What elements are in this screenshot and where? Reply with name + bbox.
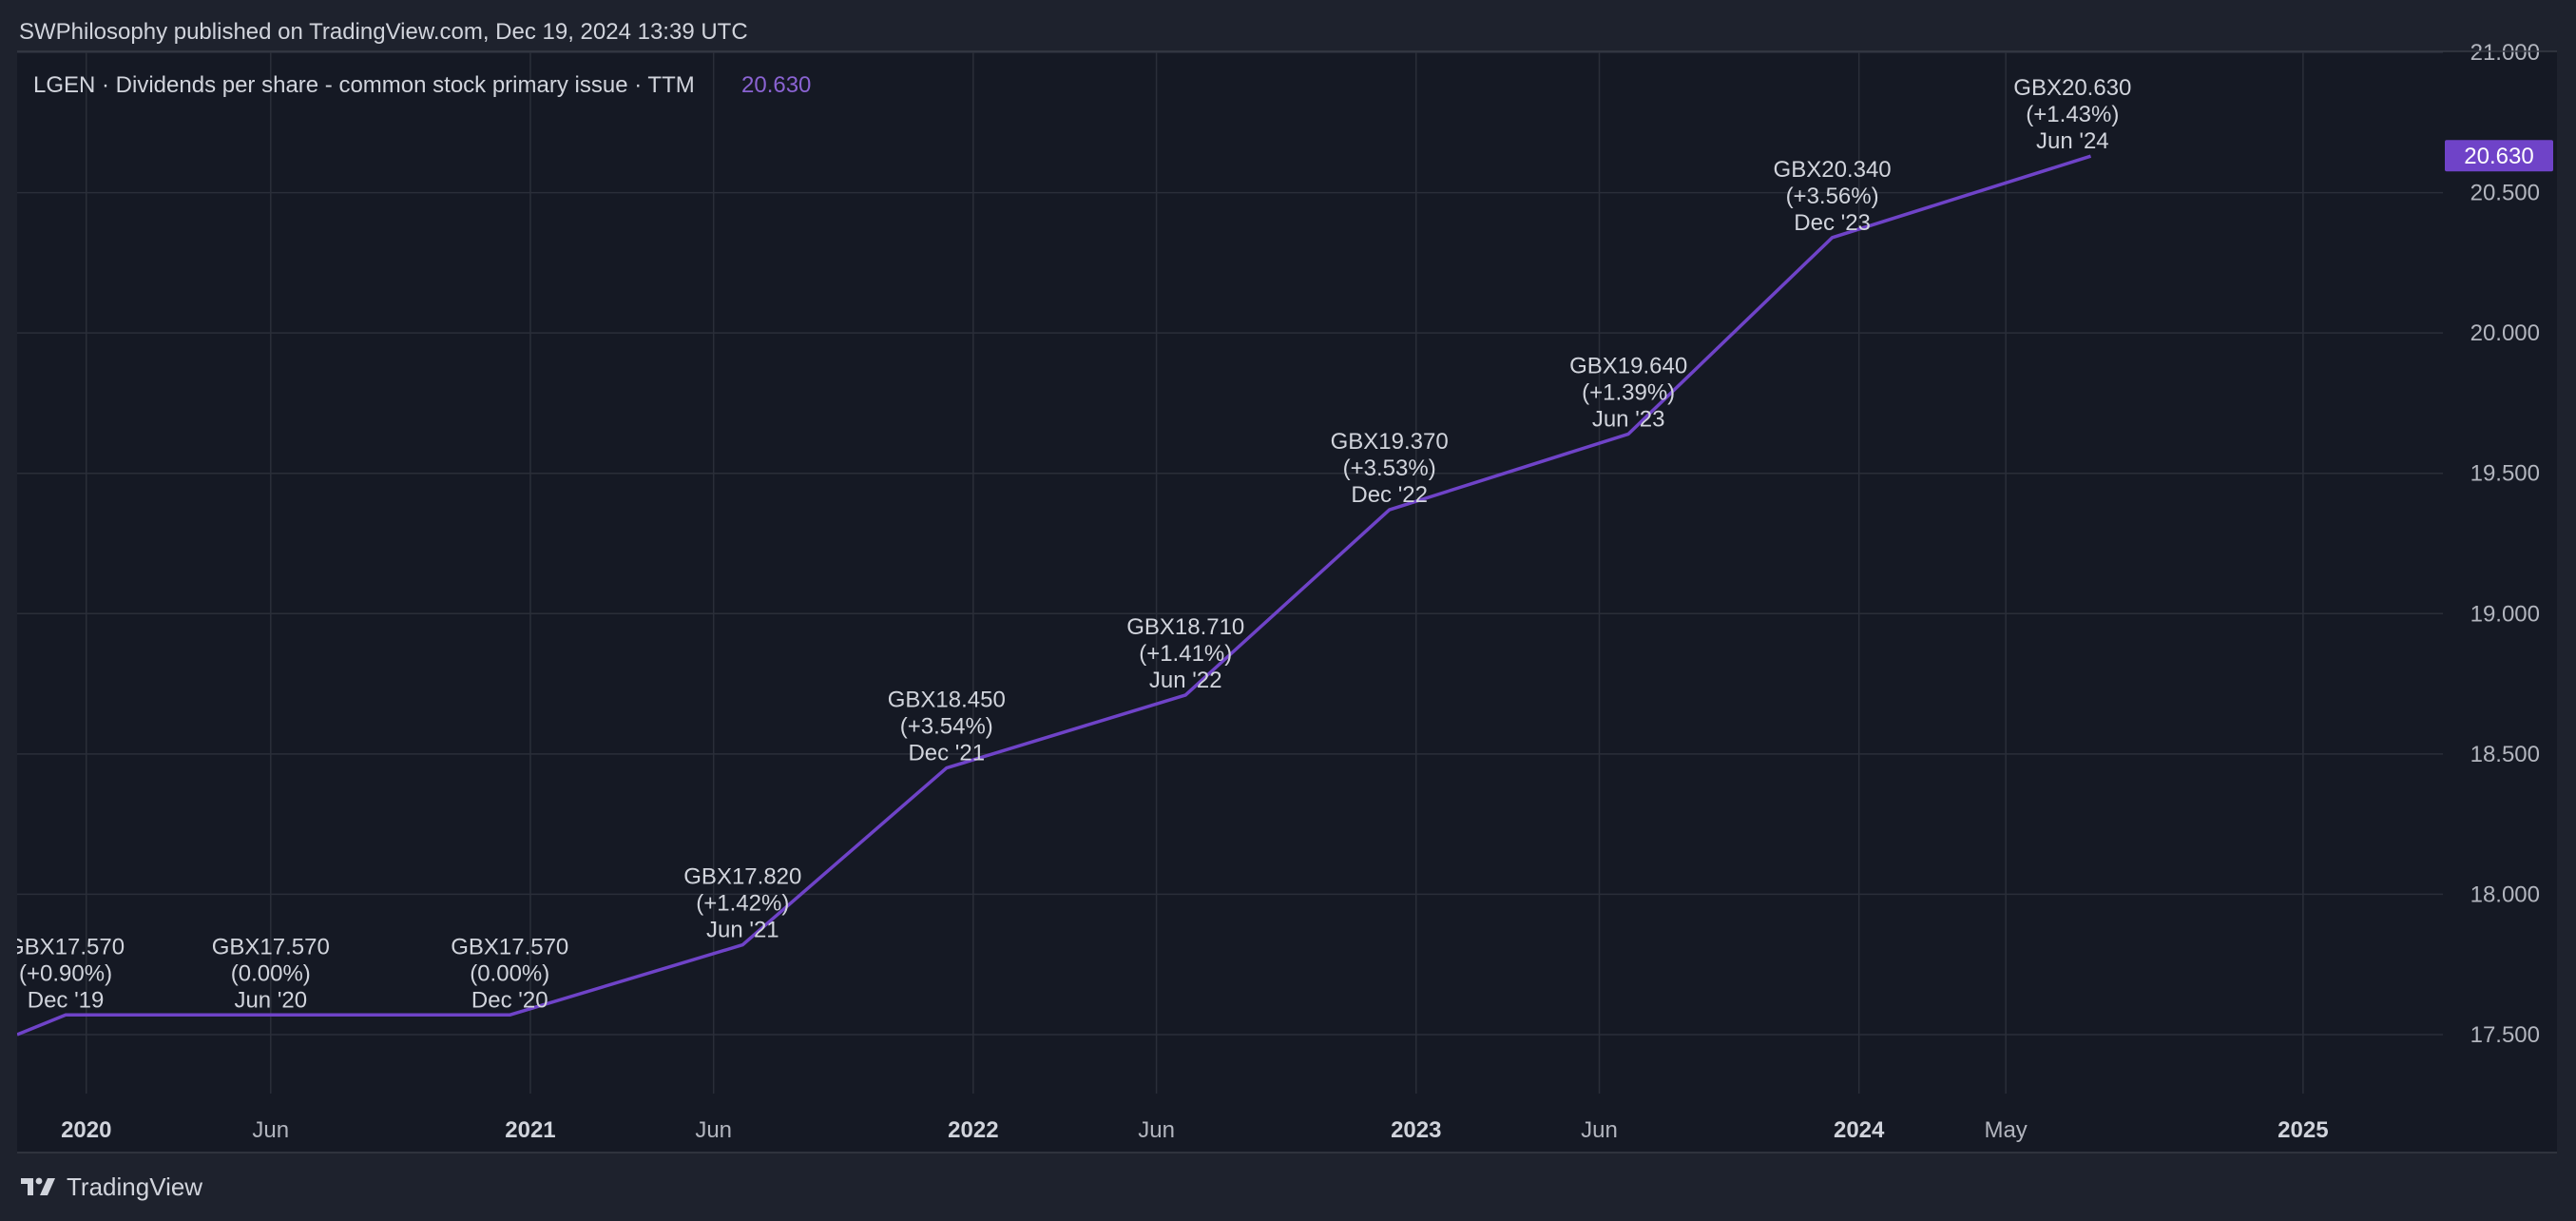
data-label-line: Jun '24 (2036, 128, 2109, 154)
x-tick-label: 2024 (1834, 1117, 1885, 1143)
y-tick-label: 20.000 (2470, 320, 2540, 346)
tradingview-logo-icon[interactable] (19, 1175, 57, 1198)
x-tick-label: Jun (1138, 1117, 1175, 1143)
data-label-line: GBX17.570 (451, 934, 568, 959)
data-label-line: GBX20.340 (1774, 157, 1892, 183)
data-label-line: GBX17.570 (212, 934, 330, 959)
x-tick-label: Jun (695, 1117, 732, 1143)
x-tick-label: May (1984, 1117, 2027, 1143)
data-label-line: GBX17.570 (7, 934, 125, 959)
annotation-layer: GBX17.570(+0.90%)Dec '19GBX17.570(0.00%)… (7, 75, 2131, 1013)
publish-attribution: SWPhilosophy published on TradingView.co… (19, 19, 748, 45)
axis-layer: 17.500 18.000 18.500 19.000 19.500 20.000 20.5… (17, 40, 2557, 1153)
data-label-line: GBX18.450 (888, 688, 1006, 713)
data-label-line: Jun '22 (1149, 668, 1222, 693)
x-tick-label: 2021 (505, 1117, 555, 1143)
grid-layer (17, 51, 2443, 1094)
data-label-line: Dec '22 (1351, 482, 1428, 508)
data-label-line: Dec '23 (1794, 210, 1871, 236)
last-value-badge-bg (2445, 140, 2553, 172)
legend-label: LGEN · Dividends per share - common stoc… (33, 72, 695, 98)
data-label-line: GBX17.820 (683, 864, 801, 890)
data-label-line: (+1.43%) (2026, 102, 2119, 127)
data-label-line: (+3.53%) (1343, 455, 1436, 481)
data-label-line: GBX19.370 (1331, 429, 1449, 455)
last-value-badge-text: 20.630 (2464, 144, 2533, 169)
data-label: GBX17.820(+1.42%)Jun '21 (683, 864, 801, 943)
x-tick-label: Jun (252, 1117, 289, 1143)
y-tick-label: 19.000 (2470, 601, 2540, 627)
x-tick-label: Jun (1581, 1117, 1618, 1143)
data-label: GBX20.630(+1.43%)Jun '24 (2013, 75, 2131, 154)
data-label-line: Dec '20 (471, 987, 548, 1013)
data-label-line: Jun '21 (706, 918, 779, 943)
dividend-series-line[interactable] (17, 154, 2092, 1037)
data-label-line: (+0.90%) (19, 960, 112, 986)
data-label-line: (0.00%) (470, 960, 549, 986)
data-label-line: (+1.42%) (696, 891, 789, 917)
data-label-line: GBX20.630 (2013, 75, 2131, 101)
data-label-line: GBX19.640 (1569, 353, 1687, 378)
data-label: GBX19.370(+3.53%)Dec '22 (1331, 429, 1449, 508)
data-label: GBX18.710(+1.41%)Jun '22 (1126, 614, 1244, 693)
data-label-line: Dec '19 (28, 987, 105, 1013)
data-label-line: (0.00%) (231, 960, 311, 986)
legend: LGEN · Dividends per share - common stoc… (33, 72, 811, 98)
footer: TradingView (19, 1173, 202, 1201)
data-label-line: GBX18.710 (1126, 614, 1244, 640)
data-label-line: Dec '21 (908, 741, 985, 766)
x-tick-label: 2025 (2278, 1117, 2328, 1143)
x-tick-label: 2022 (948, 1117, 998, 1143)
x-tick-label: 2020 (61, 1117, 111, 1143)
y-tick-label: 17.500 (2470, 1022, 2540, 1048)
data-label-line: (+3.56%) (1786, 184, 1879, 209)
line-layer (17, 154, 2092, 1037)
data-label-line: (+1.39%) (1582, 379, 1675, 405)
data-label-line: Jun '20 (234, 987, 307, 1013)
data-label-line: Jun '23 (1592, 406, 1665, 432)
data-label: GBX18.450(+3.54%)Dec '21 (888, 688, 1006, 766)
y-tick-label: 20.500 (2470, 181, 2540, 206)
y-tick-label: 21.000 (2470, 40, 2540, 66)
data-label: GBX20.340(+3.56%)Dec '23 (1774, 157, 1892, 236)
footer-brand[interactable]: TradingView (67, 1172, 203, 1201)
x-tick-label: 2023 (1391, 1117, 1441, 1143)
y-tick-label: 18.500 (2470, 742, 2540, 767)
data-label: GBX17.570(+0.90%)Dec '19 (7, 934, 125, 1013)
legend-value: 20.630 (741, 72, 811, 98)
data-label-line: (+3.54%) (900, 714, 993, 740)
data-label: GBX17.570(0.00%)Jun '20 (212, 934, 330, 1013)
data-label: GBX19.640(+1.39%)Jun '23 (1569, 353, 1687, 432)
last-value-badge: 20.630 (2445, 140, 2553, 172)
data-label: GBX17.570(0.00%)Dec '20 (451, 934, 568, 1013)
y-tick-label: 19.500 (2470, 461, 2540, 487)
data-label-line: (+1.41%) (1139, 641, 1232, 667)
y-tick-label: 18.000 (2470, 882, 2540, 907)
